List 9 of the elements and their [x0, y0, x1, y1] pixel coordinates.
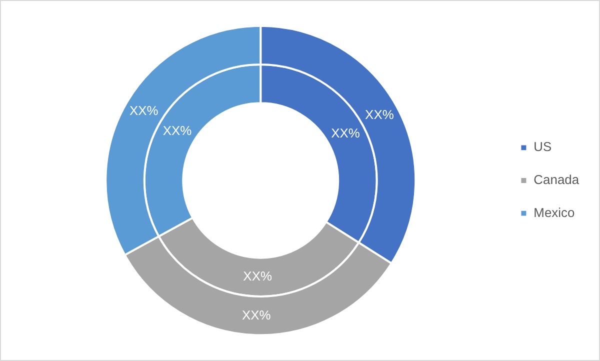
data-label: XX% [162, 122, 192, 138]
data-label: XX% [365, 106, 394, 122]
data-label: XX% [129, 103, 159, 118]
legend-label: Canada [534, 172, 580, 188]
data-label: XX% [331, 126, 360, 140]
data-label: XX% [242, 307, 272, 322]
legend-label: Mexico [534, 204, 575, 220]
legend-label: US [534, 139, 552, 154]
data-label: XX% [243, 268, 272, 284]
